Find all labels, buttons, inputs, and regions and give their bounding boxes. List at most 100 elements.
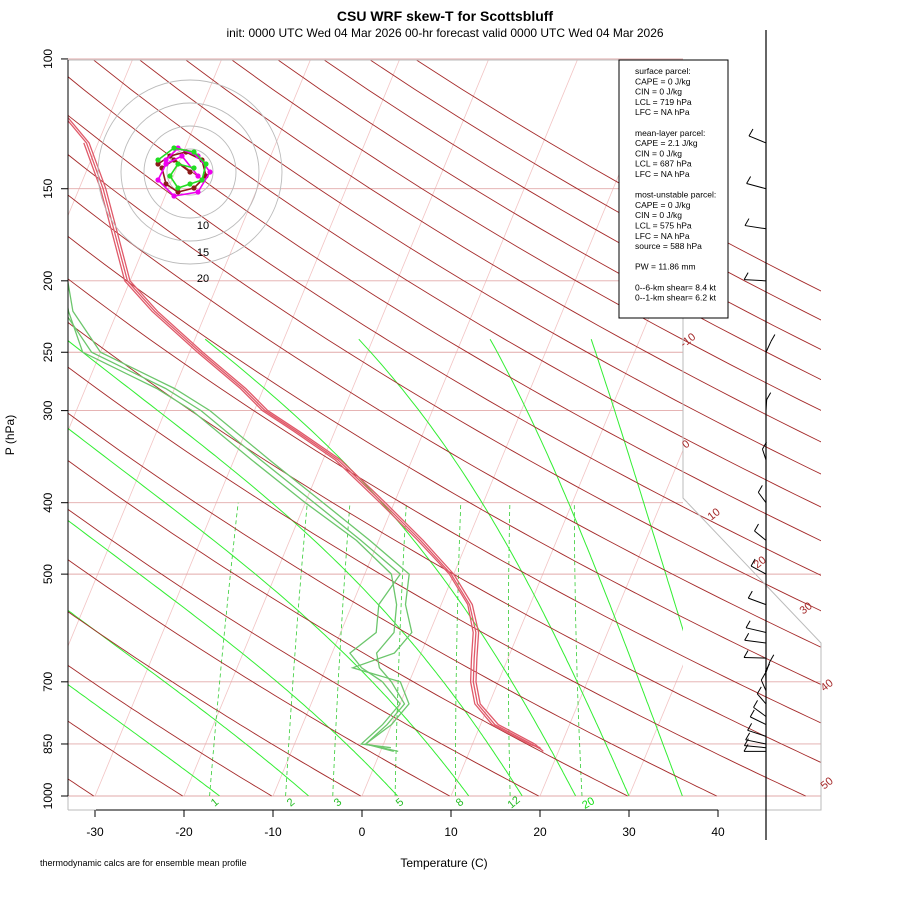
wind-barb	[745, 739, 767, 745]
hodograph-inset: 10 15 20	[97, 79, 283, 285]
wind-barb	[754, 530, 767, 541]
wind-barb	[765, 341, 772, 353]
wind-barb-flag	[744, 218, 750, 226]
footnote: thermodynamic calcs are for ensemble mea…	[40, 858, 247, 868]
chart-subtitle: init: 0000 UTC Wed 04 Mar 2026 00-hr for…	[226, 26, 663, 40]
wind-barb	[747, 729, 767, 737]
dry-adiabat-line	[68, 664, 272, 797]
x-tick-label: 10	[444, 825, 458, 839]
hodograph-point	[195, 189, 201, 195]
moist-adiabat-line	[358, 338, 630, 796]
isotherm-line	[68, 60, 311, 648]
wind-barb-flag	[745, 732, 751, 741]
dry-adiabat-label: 10	[706, 506, 723, 523]
chart-title: CSU WRF skew-T for Scottsbluff	[337, 8, 554, 24]
info-line: CIN = 0 J/kg	[635, 148, 682, 158]
mixing-ratio-label: 8	[454, 796, 466, 809]
info-line: CIN = 0 J/kg	[635, 210, 682, 220]
dry-adiabat-label: 40	[819, 677, 836, 694]
moist-adiabat-line	[68, 340, 523, 796]
wind-barb-flag	[747, 590, 753, 599]
wind-barb	[756, 693, 767, 705]
info-line: 0--1-km shear= 6.2 kt	[635, 293, 717, 303]
mixing-ratio-line	[209, 502, 239, 796]
dry-adiabat-line	[68, 278, 821, 724]
wind-barb-column	[743, 30, 776, 840]
y-tick-label: 100	[41, 49, 55, 69]
dry-adiabat-line	[68, 76, 821, 542]
wind-barb-flag	[762, 441, 767, 450]
wind-barb-flag	[769, 654, 775, 662]
hodograph-ring	[143, 125, 237, 219]
dry-adiabat-line	[68, 720, 183, 797]
x-tick-label: -30	[86, 825, 104, 839]
dry-adiabat-line	[68, 321, 821, 763]
isotherm-line	[628, 664, 683, 796]
y-tick-label: 850	[41, 734, 55, 754]
wind-barb	[765, 399, 768, 411]
hodograph-point	[163, 181, 169, 187]
hodograph-point	[171, 145, 177, 151]
wind-barb	[757, 492, 767, 503]
moist-adiabat-lines	[68, 338, 683, 796]
wind-barb-flag	[747, 723, 753, 731]
info-line: PW = 11.86 mm	[635, 262, 696, 272]
moist-adiabat-line	[68, 609, 309, 796]
info-line: CAPE = 2.1 J/kg	[635, 138, 698, 148]
mixing-ratio-label: 2	[285, 796, 297, 809]
x-tick-label: 20	[533, 825, 547, 839]
moist-adiabat-line	[68, 683, 220, 796]
wind-barb	[745, 627, 767, 633]
mixing-ratio-line	[455, 502, 462, 796]
mixing-ratio-line	[507, 502, 511, 796]
hodograph-point	[191, 185, 197, 191]
info-line: CAPE = 0 J/kg	[635, 200, 691, 210]
wind-barb-flag	[743, 650, 749, 658]
info-line: LFC = NA hPa	[635, 169, 690, 179]
wind-barb	[748, 135, 767, 144]
wind-barb-flag	[750, 558, 756, 567]
info-line: source = 588 hPa	[635, 241, 702, 251]
wind-barb	[760, 679, 767, 692]
isotherm-line	[272, 60, 578, 796]
isotherm-line	[68, 60, 133, 217]
y-tick-label: 1000	[41, 782, 55, 809]
isotherm-line	[539, 449, 683, 796]
dry-adiabat-label: 20	[752, 554, 769, 571]
wind-barb-flag	[746, 176, 752, 184]
wind-barb	[761, 448, 767, 461]
dry-adiabat-line	[92, 60, 821, 508]
info-line: LCL = 687 hPa	[635, 159, 692, 169]
hodograph-ring	[166, 148, 214, 196]
hodograph-point	[187, 181, 193, 187]
hodograph-point	[167, 173, 173, 179]
moist-adiabat-line	[68, 519, 398, 796]
moist-adiabat-line	[489, 338, 683, 796]
mixing-ratio-label: 3	[332, 796, 344, 809]
dry-adiabat-line	[277, 60, 821, 381]
isotherm-lines	[68, 60, 683, 796]
hodograph-point	[187, 169, 193, 175]
moist-adiabat-line	[590, 339, 683, 632]
wind-barb-flag	[753, 700, 758, 708]
mixing-ratio-line	[332, 502, 351, 796]
wind-barb	[750, 565, 767, 575]
hodograph-point	[179, 153, 185, 159]
mixing-ratio-label: 1	[209, 796, 221, 809]
wind-barb-flag	[770, 334, 776, 342]
dry-adiabat-line	[68, 508, 539, 797]
hodograph-trace	[157, 147, 207, 189]
hodograph-point	[195, 173, 201, 179]
hodograph-point	[171, 193, 177, 199]
info-line: LCL = 719 hPa	[635, 97, 692, 107]
wind-barb	[748, 597, 767, 606]
dry-adiabat-line	[231, 60, 821, 411]
hodograph-ring	[120, 102, 260, 242]
x-tick-label: -10	[264, 825, 282, 839]
wind-barb	[744, 639, 767, 644]
info-line: CAPE = 0 J/kg	[635, 76, 691, 86]
hodograph-ring-label: 15	[197, 247, 209, 259]
info-line: 0--6-km shear= 8.4 kt	[635, 282, 717, 292]
wind-barb-flag	[744, 633, 750, 641]
